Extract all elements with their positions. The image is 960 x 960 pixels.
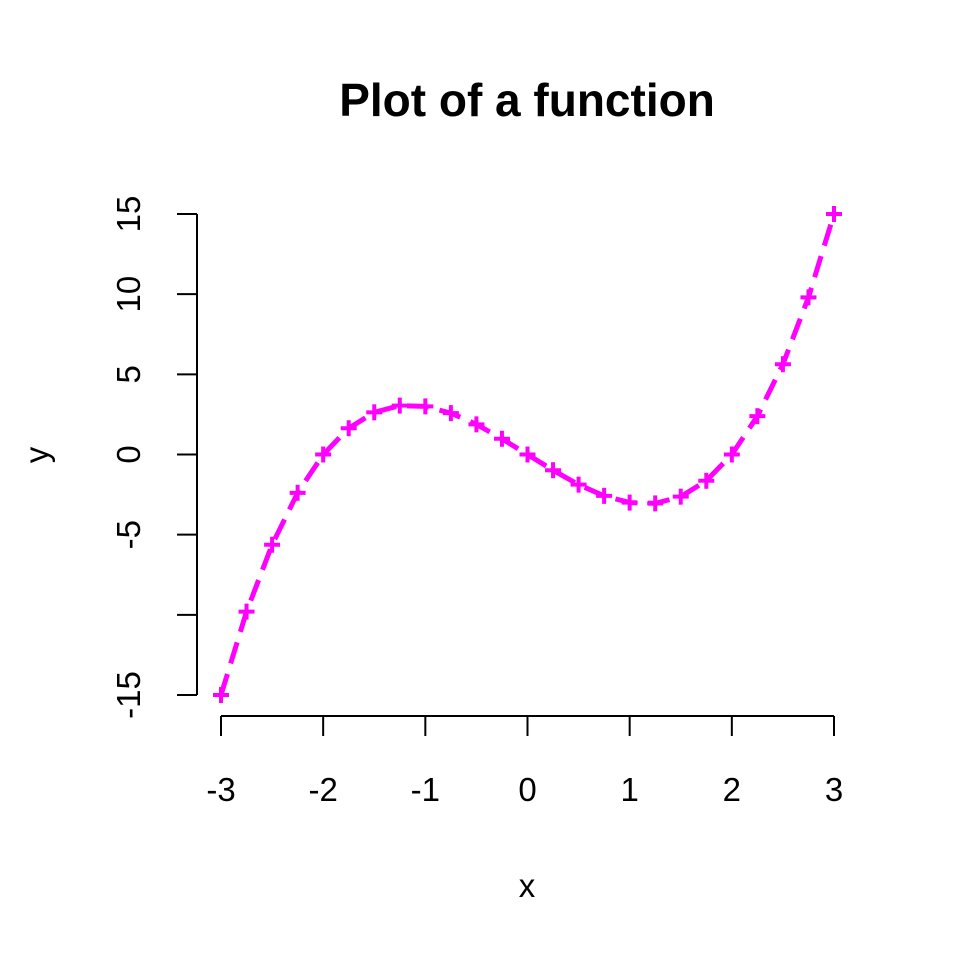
y-tick-label: 10	[110, 276, 147, 313]
data-point	[672, 488, 689, 505]
y-tick-label: 0	[110, 445, 147, 463]
x-tick-label: -3	[206, 771, 235, 808]
data-markers	[213, 206, 842, 703]
data-point	[468, 416, 485, 433]
y-axis-label: y	[18, 446, 55, 463]
y-tick-label: -15	[110, 671, 147, 719]
data-point	[213, 687, 229, 703]
y-tick-label: 5	[110, 365, 147, 383]
data-point	[749, 408, 766, 425]
data-point	[238, 603, 255, 620]
data-point	[366, 404, 383, 421]
y-tick-label: 15	[110, 196, 147, 233]
data-point	[442, 405, 459, 422]
data-point	[596, 487, 613, 504]
data-point	[647, 495, 664, 512]
data-point	[774, 356, 791, 373]
data-point	[264, 536, 281, 553]
data-point	[621, 494, 638, 511]
x-tick-label: -1	[411, 771, 440, 808]
data-point	[493, 430, 510, 447]
data-point	[391, 397, 408, 414]
x-tick-label: 1	[620, 771, 638, 808]
chart-title: Plot of a function	[339, 74, 715, 126]
data-point	[826, 206, 842, 222]
x-tick-label: 3	[825, 771, 843, 808]
data-point	[417, 398, 434, 415]
y-tick-label: -5	[110, 520, 147, 549]
data-point	[570, 476, 587, 493]
data-point	[800, 289, 817, 306]
data-point	[519, 446, 536, 463]
data-point	[545, 462, 562, 479]
data-point	[698, 472, 715, 489]
data-point	[289, 484, 306, 501]
x-tick-label: 0	[518, 771, 536, 808]
x-axis-label: x	[519, 867, 536, 904]
data-point	[315, 446, 332, 463]
data-point	[340, 420, 357, 437]
x-tick-label: 2	[723, 771, 741, 808]
axes: -3 -2 -1 0 1 2 3 -15 -5 0 5 10 15	[110, 196, 843, 808]
x-tick-label: -2	[308, 771, 337, 808]
data-point	[723, 446, 740, 463]
